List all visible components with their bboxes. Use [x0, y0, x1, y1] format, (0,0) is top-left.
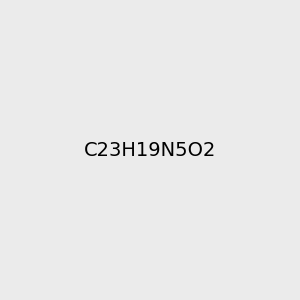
Text: C23H19N5O2: C23H19N5O2 [84, 140, 216, 160]
